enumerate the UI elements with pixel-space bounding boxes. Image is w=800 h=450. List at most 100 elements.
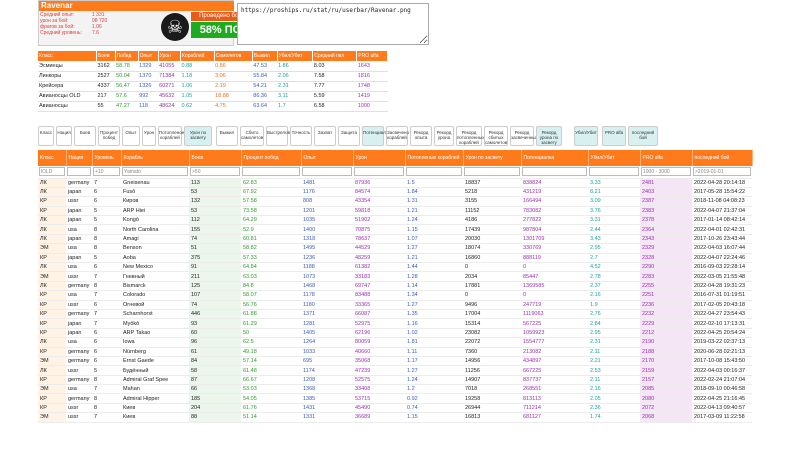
table-cell: 2022-04-01 02:42:31 <box>692 224 752 235</box>
column-filter-input[interactable] <box>122 167 188 177</box>
filter-button[interactable]: Урон по засвету <box>184 126 212 146</box>
table-cell: 2212 <box>640 328 692 339</box>
summary-cell: Авианосцы <box>38 101 97 112</box>
table-cell: 8.21 <box>588 187 640 198</box>
filter-button[interactable]: Рекорд опыта <box>410 126 432 146</box>
filter-cell <box>121 166 189 179</box>
column-filter-input[interactable] <box>354 167 404 177</box>
column-filter-input[interactable] <box>190 167 240 177</box>
table-cell: Admiral Graf Spee <box>121 375 189 386</box>
table-cell: 88 <box>189 412 241 423</box>
filter-button[interactable]: Сбито самолетов <box>240 126 264 146</box>
column-header[interactable]: Нация <box>66 150 93 166</box>
filter-button[interactable]: Потенциалка <box>362 126 390 146</box>
table-cell: 1033 <box>301 347 353 357</box>
table-cell: 4.52 <box>588 262 640 273</box>
column-header[interactable]: Уровень <box>92 150 122 166</box>
summary-header[interactable]: Самолетов <box>214 51 253 61</box>
table-cell: КР <box>38 300 66 310</box>
table-cell: 2022-04-13 09:40:57 <box>692 403 752 414</box>
summary-header[interactable]: Средний пвл <box>312 51 358 61</box>
filter-button[interactable]: Рекорд урона по засвету <box>536 126 562 146</box>
column-filter-input[interactable] <box>242 167 300 177</box>
table-cell: 247719 <box>521 300 588 310</box>
table-cell: japan <box>66 187 92 198</box>
filter-button[interactable]: Опыт <box>122 126 140 146</box>
filter-button[interactable]: последний бой <box>628 126 658 146</box>
table-cell: 107 <box>189 290 241 301</box>
column-header[interactable]: Опыт <box>301 150 354 166</box>
table-cell: Киров <box>121 196 189 207</box>
filter-button[interactable]: Процент побед <box>98 126 120 146</box>
summary-header[interactable]: Выжил <box>252 51 278 61</box>
userbar-stats: Средний опыт: 1 331 урон за бой: 98 720 фраг… <box>40 12 120 36</box>
column-header[interactable]: Потенциалка <box>521 150 589 166</box>
column-header[interactable]: Класс <box>38 150 67 166</box>
summary-header[interactable]: Кораблей <box>180 51 215 61</box>
column-filter-input[interactable] <box>641 167 691 177</box>
filter-button[interactable]: Боев <box>74 126 96 146</box>
table-cell: 2.53 <box>588 365 640 376</box>
summary-cell: 1816 <box>356 71 388 82</box>
table-cell: 2022-04-25 20:54:24 <box>692 328 752 339</box>
column-header[interactable]: последний бой <box>692 150 753 166</box>
column-header[interactable]: Корабль <box>121 150 190 166</box>
column-filter-input[interactable] <box>302 167 352 177</box>
table-cell: 16813 <box>463 412 521 423</box>
column-header[interactable]: Процент побед <box>241 150 302 166</box>
column-filter-input[interactable] <box>93 167 120 177</box>
filter-button[interactable]: Потопленое кораблей <box>158 126 184 146</box>
column-filter-input[interactable] <box>464 167 520 177</box>
column-filter-input[interactable] <box>693 167 751 177</box>
filter-button[interactable]: Выжил <box>216 126 238 146</box>
filter-button[interactable]: Захват <box>314 126 336 146</box>
filter-button[interactable]: Нация <box>56 126 72 146</box>
table-cell: 838824 <box>521 178 588 188</box>
column-filter-input[interactable] <box>589 167 639 177</box>
filter-button[interactable]: Убил/Убит <box>574 126 598 146</box>
filter-cell <box>353 166 405 179</box>
userbar-url-field[interactable] <box>237 3 429 45</box>
column-filter-input[interactable] <box>522 167 587 177</box>
table-cell: 2022-04-28 20:14:18 <box>692 178 752 188</box>
column-header[interactable]: PRO alfa <box>640 150 693 166</box>
table-cell: 5 <box>92 253 121 264</box>
table-cell: 11152 <box>463 206 521 217</box>
column-header[interactable]: Потопленые кораблей <box>405 150 464 166</box>
column-header[interactable]: Убил/Убит <box>588 150 641 166</box>
filter-button[interactable]: PRO alfa <box>602 126 626 146</box>
filter-button[interactable]: Урон <box>142 126 156 146</box>
filter-button[interactable]: Выстрелов <box>266 126 290 146</box>
column-filter-input[interactable] <box>67 167 91 177</box>
column-header[interactable]: Боев <box>189 150 242 166</box>
summary-cell: 54.21 <box>252 81 278 92</box>
summary-header[interactable]: Урон <box>158 51 182 61</box>
table-cell: 50 <box>241 328 301 339</box>
table-cell: germany <box>66 281 92 292</box>
table-cell: 2236 <box>640 300 692 310</box>
summary-header[interactable]: Класс <box>38 51 97 61</box>
filter-button[interactable]: Рекорд засвеченных <box>510 126 538 146</box>
column-header[interactable]: Урон <box>353 150 406 166</box>
table-cell: КР <box>38 403 66 414</box>
filter-button[interactable]: Рекорд урона <box>434 126 454 146</box>
table-cell: Kongō <box>121 215 189 226</box>
table-cell: 20030 <box>463 234 521 245</box>
table-cell: japan <box>66 234 92 245</box>
column-filter-input[interactable] <box>406 167 462 177</box>
summary-header[interactable]: Убил/Убит <box>277 51 314 61</box>
table-cell: ussr <box>66 300 92 310</box>
filter-button[interactable]: Класс <box>38 126 54 146</box>
column-header[interactable]: Урон по засвету <box>463 150 522 166</box>
filter-button[interactable]: Точность <box>290 126 312 146</box>
summary-header[interactable]: PRO alfa <box>356 51 388 61</box>
column-filter-input[interactable] <box>39 167 65 177</box>
filter-button[interactable]: Засвечено кораблей <box>386 126 409 146</box>
summary-header[interactable]: Побед <box>115 51 139 61</box>
filter-button[interactable]: Защита <box>338 126 360 146</box>
table-cell: 1368 <box>301 384 353 395</box>
summary-header[interactable]: Опыт <box>138 51 159 61</box>
summary-header[interactable]: Боев <box>96 51 116 61</box>
filter-button[interactable]: Рекорд потопленных кораблей <box>456 126 484 146</box>
filter-button[interactable]: Рекорд сбитых самолетов <box>484 126 508 146</box>
